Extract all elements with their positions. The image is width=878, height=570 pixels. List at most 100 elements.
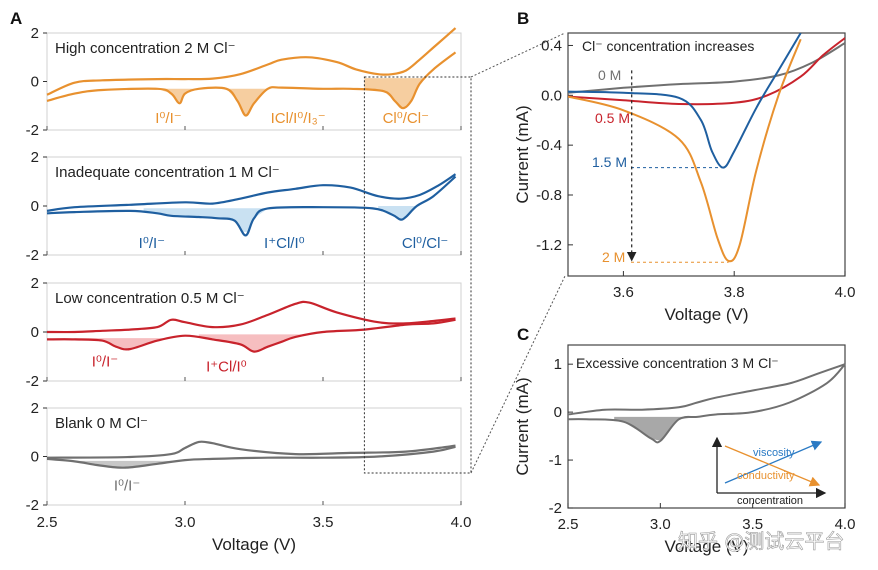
subplot-title: Blank 0 M Cl⁻ xyxy=(55,415,148,432)
series-line-3 xyxy=(568,38,802,263)
inset-schematic: viscosity conductivity concentration xyxy=(711,436,827,507)
y-tick-label: 0 xyxy=(31,324,39,341)
x-axis-label: Voltage (V) xyxy=(664,305,748,324)
y-tick-label: -0.4 xyxy=(536,137,562,154)
panel-a: 2 0 -2 High concentration 2 M Cl⁻ I⁰/I⁻ ICl/I… xyxy=(26,25,566,554)
x-tick-label: 2.5 xyxy=(558,516,579,533)
zoom-connector-line xyxy=(470,32,566,78)
plot-frame xyxy=(567,32,846,277)
x-tick-label: 4.0 xyxy=(451,514,472,531)
peak-fill-area xyxy=(74,338,172,350)
y-tick-label: 1 xyxy=(554,356,562,373)
zoom-region-box xyxy=(363,76,472,474)
series-label: 0 M xyxy=(598,67,621,83)
y-tick-label: -2 xyxy=(26,247,39,264)
x-tick-label: 3.5 xyxy=(313,514,334,531)
x-tick-label: 2.5 xyxy=(37,514,58,531)
subplot-1: 2 0 -2 High concentration 2 M Cl⁻ I⁰/I⁻ ICl/I… xyxy=(26,25,462,139)
peak-label: ICl/I⁰/I₃⁻ xyxy=(271,110,326,127)
subplot-3: 2 0 -2 Low concentration 0.5 M Cl⁻ I⁰/I⁻ I⁺Cl… xyxy=(26,275,462,390)
series-label: 1.5 M xyxy=(592,154,627,170)
y-tick-label: 0 xyxy=(31,449,39,466)
x-axis-label: Voltage (V) xyxy=(212,535,296,554)
panel-label-a: A xyxy=(10,9,22,28)
y-tick-label: -1 xyxy=(549,452,562,469)
y-tick-label: 0.4 xyxy=(541,37,562,54)
peak-fill-area xyxy=(614,416,698,441)
subplot-2: 2 0 -2 Inadequate concentration 1 M Cl⁻ I⁰/I… xyxy=(26,149,462,264)
y-tick-label: 0 xyxy=(31,74,39,91)
subplot-4: 2 0 -2 Blank 0 M Cl⁻ I⁰/I⁻ xyxy=(26,400,462,514)
x-tick-label: 3.5 xyxy=(742,516,763,533)
y-tick-label: 2 xyxy=(31,275,39,292)
peak-fill-area xyxy=(198,334,310,352)
zoom-connector-line xyxy=(470,275,566,474)
y-tick-label: -2 xyxy=(26,122,39,139)
plot-frame xyxy=(567,344,846,509)
series-line-0 xyxy=(568,42,845,94)
cv-curve-anodic xyxy=(46,173,457,212)
viscosity-arrow xyxy=(724,440,823,484)
x-tick-label: 3.8 xyxy=(724,284,745,301)
panel-c: 1 0 -1 -22.5 3.0 3.5 4.0 Voltage (V) Current (mA… xyxy=(513,344,856,556)
cv-curve-anodic xyxy=(46,440,456,459)
peak-label: I⁰/I⁻ xyxy=(114,478,140,495)
peak-label: I⁰/I⁻ xyxy=(155,110,181,127)
peak-label: I⁰/I⁻ xyxy=(92,353,118,370)
x-tick-label: 4.0 xyxy=(835,284,856,301)
peak-label: Cl⁰/Cl⁻ xyxy=(402,235,448,252)
y-tick-label: 2 xyxy=(31,400,39,417)
concentration-label: concentration xyxy=(737,495,803,507)
series-label: 0.5 M xyxy=(595,110,630,126)
cv-curve-cathodic xyxy=(567,363,846,444)
cv-curve-cathodic xyxy=(46,318,456,353)
conductivity-arrow xyxy=(724,445,821,487)
x-tick-label: 3.0 xyxy=(650,516,671,533)
peak-fill-area xyxy=(364,78,426,108)
cv-curve-anodic xyxy=(567,363,846,416)
peak-label: I⁺Cl/I⁰ xyxy=(264,235,305,252)
y-tick-label: 2 xyxy=(31,149,39,166)
x-axis-label: Voltage (V) xyxy=(664,537,748,556)
subplot-title: High concentration 2 M Cl⁻ xyxy=(55,40,236,57)
viscosity-label: viscosity xyxy=(753,447,795,459)
conductivity-label: conductivity xyxy=(737,470,795,482)
x-tick-label: 4.0 xyxy=(835,516,856,533)
cv-curve-anodic xyxy=(46,27,457,96)
watermark-text: 知乎 @测试云平台 xyxy=(678,529,844,553)
cv-curve-cathodic xyxy=(46,175,457,237)
x-tick-label: 3.0 xyxy=(175,514,196,531)
cv-curve-cathodic xyxy=(46,51,457,117)
y-tick-label: 0 xyxy=(31,198,39,215)
y-tick-label: -2 xyxy=(26,497,39,514)
x-tick-label: 3.6 xyxy=(613,284,634,301)
y-tick-label: -2 xyxy=(549,500,562,517)
peak-label: I⁺Cl/I⁰ xyxy=(206,358,247,375)
y-tick-label: 2 xyxy=(31,25,39,42)
cv-curve-cathodic xyxy=(46,445,456,469)
peak-fill-area xyxy=(218,88,268,115)
panel-b: 0.4 0.0 -0.4 -0.8 -1.2 3.6 3.8 4.0 Voltage (V) Cu… xyxy=(513,32,856,324)
chart-title: Excessive concentration 3 M Cl⁻ xyxy=(576,355,779,371)
subplot-title: Inadequate concentration 1 M Cl⁻ xyxy=(55,164,280,181)
peak-fill-area xyxy=(74,460,180,468)
y-tick-label: -1.2 xyxy=(536,237,562,254)
y-tick-label: -2 xyxy=(26,373,39,390)
series-line-2 xyxy=(568,33,802,169)
series-line-1 xyxy=(568,37,845,106)
peak-label: Cl⁰/Cl⁻ xyxy=(383,110,429,127)
series-label: 2 M xyxy=(602,249,625,265)
y-tick-label: 0 xyxy=(554,404,562,421)
peak-label: I⁰/I⁻ xyxy=(139,235,165,252)
y-axis-label: Current (mA) xyxy=(513,105,532,203)
y-tick-label: 0.0 xyxy=(541,87,562,104)
peak-fill-area xyxy=(378,206,417,220)
cv-curve-anodic xyxy=(46,300,456,334)
panel-label-c: C xyxy=(517,325,529,344)
panel-label-b: B xyxy=(517,9,529,28)
chart-title: Cl⁻ concentration increases xyxy=(582,38,754,54)
peak-fill-area xyxy=(143,208,274,232)
y-axis-label: Current (mA) xyxy=(513,377,532,475)
subplot-title: Low concentration 0.5 M Cl⁻ xyxy=(55,290,245,307)
